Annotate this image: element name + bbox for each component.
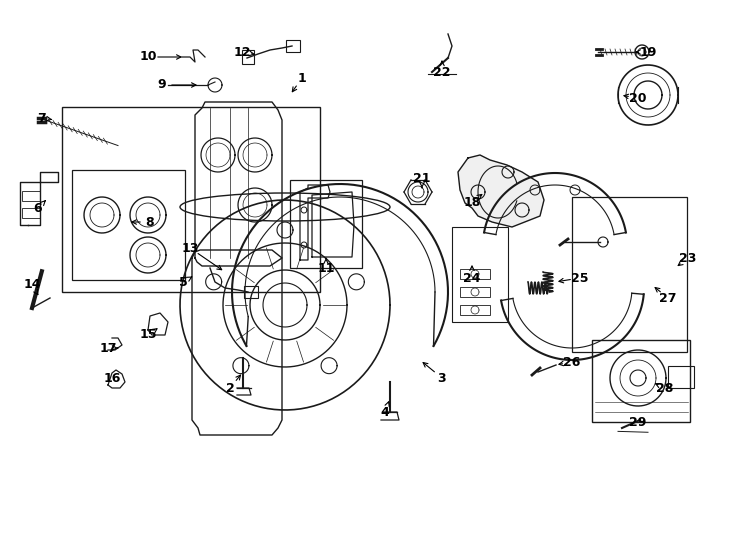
Text: 14: 14 <box>23 279 41 292</box>
Text: 11: 11 <box>317 261 335 274</box>
Text: 12: 12 <box>233 45 251 58</box>
Bar <box>572 197 687 352</box>
Text: 27: 27 <box>659 292 677 305</box>
Bar <box>460 269 490 279</box>
Text: 24: 24 <box>463 272 481 285</box>
Text: 10: 10 <box>139 51 157 64</box>
Text: 19: 19 <box>639 45 657 58</box>
Text: 21: 21 <box>413 172 431 185</box>
Text: 22: 22 <box>433 65 451 78</box>
Text: 6: 6 <box>34 201 43 214</box>
Bar <box>592 340 690 422</box>
Text: 29: 29 <box>629 415 647 429</box>
Bar <box>72 170 185 280</box>
Text: 28: 28 <box>656 381 674 395</box>
Bar <box>460 287 490 297</box>
Bar <box>460 305 490 315</box>
Text: 18: 18 <box>463 195 481 208</box>
Text: 8: 8 <box>145 215 154 228</box>
Text: 16: 16 <box>103 372 120 384</box>
Bar <box>22 208 40 218</box>
Bar <box>290 180 362 268</box>
Text: 20: 20 <box>629 91 647 105</box>
Text: 26: 26 <box>563 355 581 368</box>
Text: 25: 25 <box>571 272 589 285</box>
Text: 7: 7 <box>37 111 46 125</box>
Text: 2: 2 <box>225 381 234 395</box>
Bar <box>286 40 300 52</box>
Text: 9: 9 <box>158 78 167 91</box>
Text: 4: 4 <box>381 406 389 419</box>
Bar <box>242 50 254 64</box>
Bar <box>452 227 508 322</box>
Bar <box>22 191 40 201</box>
Bar <box>62 107 320 292</box>
Text: 13: 13 <box>181 241 199 254</box>
Text: 3: 3 <box>437 372 446 384</box>
Bar <box>244 286 258 298</box>
Bar <box>668 366 694 388</box>
Text: 23: 23 <box>679 252 697 265</box>
Polygon shape <box>458 155 544 227</box>
Text: 1: 1 <box>297 71 306 84</box>
Text: 17: 17 <box>99 341 117 354</box>
Text: 5: 5 <box>178 275 187 288</box>
Text: 15: 15 <box>139 328 157 341</box>
